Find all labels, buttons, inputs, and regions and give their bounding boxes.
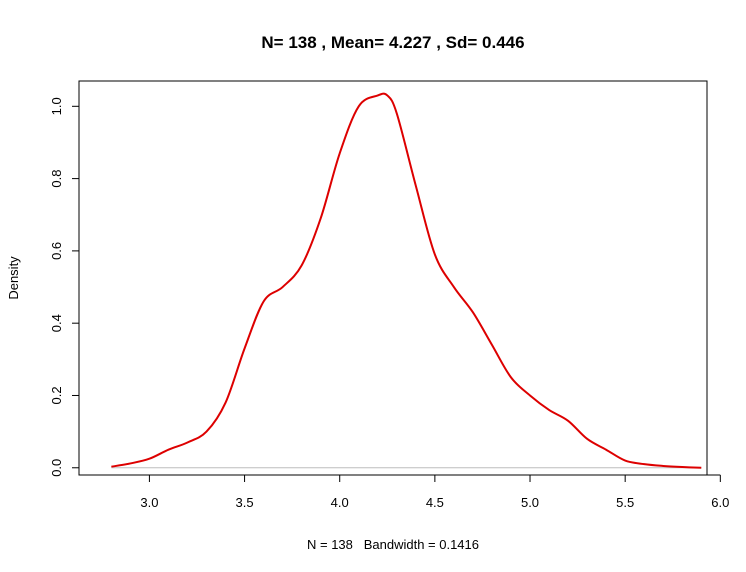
density-curve [111,92,702,469]
chart-title: N= 138 , Mean= 4.227 , Sd= 0.446 [261,33,524,52]
x-tick-label: 5.5 [616,495,634,510]
y-tick-label: 0.0 [49,459,64,477]
x-tick-label: 3.5 [236,495,254,510]
y-tick-label: 0.6 [49,242,64,260]
y-tick-label: 0.2 [49,386,64,404]
x-axis: 3.0 3.5 4.0 4.5 5.0 5.5 6.0 [140,474,729,510]
y-axis-label: Density [6,256,21,300]
y-tick-label: 1.0 [49,97,64,115]
x-tick-label: 5.0 [521,495,539,510]
x-tick-label: 4.5 [426,495,444,510]
x-tick-label: 4.0 [331,495,349,510]
x-tick-label: 6.0 [711,495,729,510]
x-tick-label: 3.0 [140,495,158,510]
y-axis: 0.0 0.2 0.4 0.6 0.8 1.0 [49,97,80,477]
y-tick-label: 0.4 [49,314,64,332]
y-tick-label: 0.8 [49,170,64,188]
x-axis-label: N = 138 Bandwidth = 0.1416 [307,537,479,552]
plot-box [78,80,708,476]
